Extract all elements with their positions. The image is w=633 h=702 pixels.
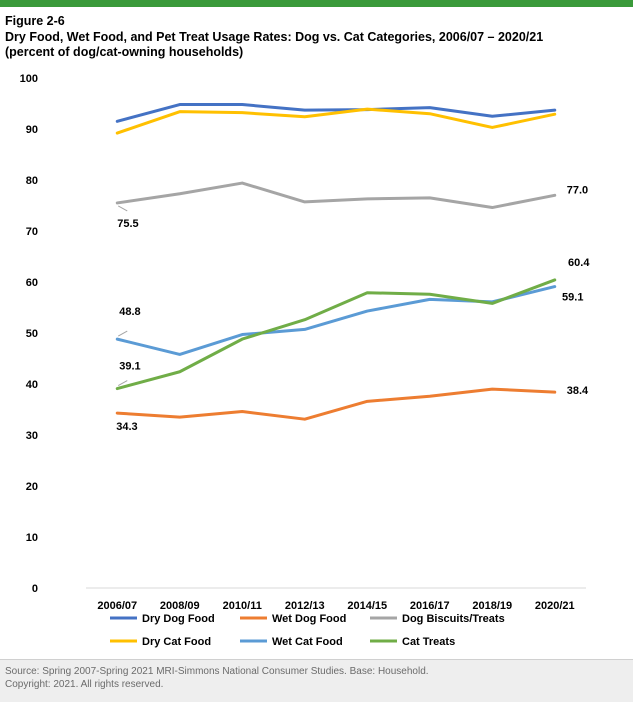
figure-header: Figure 2-6 Dry Food, Wet Food, and Pet T… xyxy=(5,14,625,61)
series-line-wet-dog-food xyxy=(115,387,557,421)
data-label-wet-cat-food: 48.8 xyxy=(119,306,140,318)
data-label-wet-cat-food: 59.1 xyxy=(562,292,583,304)
chart-subtitle: (percent of dog/cat-owning households) xyxy=(5,45,244,59)
legend-label-wet-dog-food: Wet Dog Food xyxy=(272,613,346,625)
x-axis: 2006/07 2008/09 2010/11 2012/13 2014/15 2016/… xyxy=(86,587,586,612)
legend-label-dog-biscuits-treats: Dog Biscuits/Treats xyxy=(402,613,505,625)
y-axis: 0 10 20 30 40 50 60 70 80 90 100 xyxy=(20,73,38,595)
y-tick-label: 90 xyxy=(26,124,38,136)
legend: Dry Dog Food Wet Dog Food Dog Biscuits/Tre… xyxy=(110,613,505,648)
series-line-dry-dog-food xyxy=(115,103,557,123)
x-tick-label: 2016/17 xyxy=(410,600,450,612)
series-line-dry-cat-food xyxy=(115,107,557,135)
y-tick-label: 30 xyxy=(26,430,38,442)
series-line-dog-biscuits-treats xyxy=(115,181,557,210)
data-label-wet-dog-food: 34.3 xyxy=(116,421,137,433)
x-tick-label: 2008/09 xyxy=(160,600,200,612)
annotation-layer: 75.5 77.0 48.8 39.1 34.3 60.4 59.1 38.4 xyxy=(116,184,590,433)
y-tick-label: 80 xyxy=(26,175,38,187)
x-tick-label: 2006/07 xyxy=(97,600,137,612)
y-tick-label: 0 xyxy=(32,583,38,595)
legend-label-cat-treats: Cat Treats xyxy=(402,636,455,648)
line-chart: 0 10 20 30 40 50 60 70 80 90 100 2006/07 2008/09 201… xyxy=(20,73,591,648)
y-tick-label: 100 xyxy=(20,73,38,85)
source-note: Source: Spring 2007-Spring 2021 MRI-Simm… xyxy=(5,666,429,677)
legend-label-wet-cat-food: Wet Cat Food xyxy=(272,636,343,648)
data-label-cat-treats: 39.1 xyxy=(119,361,140,373)
top-rule xyxy=(0,0,633,7)
y-tick-label: 40 xyxy=(26,379,38,391)
chart-title: Dry Food, Wet Food, and Pet Treat Usage … xyxy=(5,29,544,44)
footer: Source: Spring 2007-Spring 2021 MRI-Simm… xyxy=(0,659,633,702)
y-tick-label: 70 xyxy=(26,226,38,238)
data-label-dog-biscuits-treats: 75.5 xyxy=(117,218,138,230)
x-tick-label: 2014/15 xyxy=(347,600,387,612)
series-line-cat-treats xyxy=(115,278,557,391)
data-label-cat-treats: 60.4 xyxy=(568,257,590,269)
data-label-leader xyxy=(118,380,128,387)
x-tick-label: 2018/19 xyxy=(472,600,512,612)
x-tick-label: 2012/13 xyxy=(285,600,325,612)
copyright-note: Copyright: 2021. All rights reserved. xyxy=(5,679,164,690)
y-tick-label: 60 xyxy=(26,277,38,289)
data-label-leader xyxy=(118,330,128,337)
y-tick-label: 10 xyxy=(26,532,38,544)
legend-label-dry-dog-food: Dry Dog Food xyxy=(142,613,215,625)
data-label-dog-biscuits-treats: 77.0 xyxy=(567,184,588,196)
series-line-wet-cat-food xyxy=(115,285,557,356)
y-tick-label: 20 xyxy=(26,481,38,493)
x-tick-label: 2020/21 xyxy=(535,600,575,612)
data-label-wet-dog-food: 38.4 xyxy=(567,385,589,397)
data-label-leader xyxy=(118,205,128,212)
x-tick-label: 2010/11 xyxy=(223,600,262,612)
legend-label-dry-cat-food: Dry Cat Food xyxy=(142,636,211,648)
y-tick-label: 50 xyxy=(26,328,38,340)
series-layer xyxy=(115,103,557,421)
figure-label: Figure 2-6 xyxy=(5,14,65,28)
